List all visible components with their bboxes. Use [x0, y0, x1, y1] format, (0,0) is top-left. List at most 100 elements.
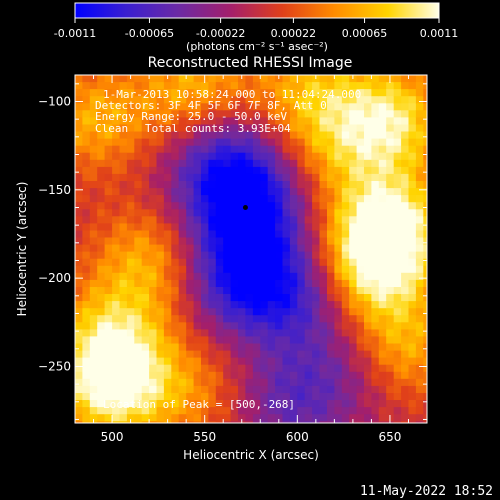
heatmap-cell — [134, 371, 143, 380]
heatmap-cell — [356, 166, 365, 175]
heatmap-cell — [75, 407, 83, 415]
heatmap-cell — [156, 117, 165, 126]
heatmap-cell — [215, 421, 224, 423]
heatmap-cell — [349, 294, 358, 302]
heatmap-cell — [238, 89, 246, 97]
heatmap-cell — [208, 308, 217, 316]
heatmap-cell — [356, 287, 365, 295]
heatmap-cell — [401, 258, 410, 267]
heatmap-cell — [149, 209, 158, 217]
heatmap-cell — [393, 308, 402, 316]
heatmap-cell — [171, 251, 180, 260]
heatmap-cell — [334, 251, 343, 260]
heatmap-cell — [304, 223, 313, 232]
heatmap-cell — [171, 407, 180, 415]
heatmap-cell — [163, 223, 172, 232]
heatmap-cell — [82, 258, 91, 267]
heatmap-cell — [163, 272, 172, 281]
heatmap-cell — [364, 82, 372, 90]
heatmap-cell — [156, 82, 165, 90]
heatmap-cell — [141, 364, 150, 373]
heatmap-cell — [349, 336, 358, 345]
heatmap-cell — [349, 258, 358, 267]
heatmap-cell — [371, 393, 380, 401]
heatmap-cell — [126, 272, 135, 281]
heatmap-cell — [267, 414, 276, 422]
heatmap-cell — [245, 357, 254, 366]
heatmap-cell — [230, 89, 239, 97]
heatmap-cell — [408, 272, 417, 281]
heatmap-cell — [364, 265, 372, 274]
heatmap-cell — [156, 216, 165, 224]
heatmap-cell — [245, 400, 254, 408]
heatmap-cell — [186, 251, 195, 260]
heatmap-cell — [112, 343, 121, 352]
heatmap-cell — [223, 230, 232, 239]
heatmap-cell — [126, 251, 135, 260]
heatmap-cell — [386, 216, 395, 224]
heatmap-cell — [289, 357, 298, 366]
heatmap-cell — [415, 237, 424, 246]
heatmap-cell — [97, 287, 106, 295]
heatmap-cell — [178, 315, 187, 323]
heatmap-cell — [364, 103, 372, 111]
heatmap-cell — [423, 152, 427, 161]
heatmap-cell — [341, 195, 350, 203]
heatmap-cell — [126, 209, 135, 217]
heatmap-cell — [252, 75, 261, 83]
heatmap-cell — [119, 124, 128, 133]
heatmap-cell — [408, 393, 417, 401]
heatmap-cell — [386, 131, 395, 140]
heatmap-cell — [319, 209, 328, 217]
heatmap-cell — [82, 181, 91, 189]
heatmap-cell — [245, 371, 254, 380]
heatmap-cell — [75, 96, 83, 104]
heatmap-cell — [156, 145, 165, 154]
heatmap-cell — [297, 145, 306, 154]
heatmap-cell — [378, 287, 387, 295]
heatmap-cell — [341, 343, 350, 352]
heatmap-cell — [141, 244, 150, 253]
heatmap-cell — [312, 315, 321, 323]
heatmap-cell — [215, 110, 224, 118]
heatmap-cell — [163, 145, 172, 154]
heatmap-cell — [408, 110, 417, 118]
heatmap-cell — [82, 308, 91, 316]
heatmap-cell — [252, 188, 261, 196]
heatmap-cell — [193, 230, 202, 239]
heatmap-cell — [156, 258, 165, 267]
heatmap-cell — [364, 166, 372, 175]
heatmap-cell — [304, 272, 313, 281]
heatmap-cell — [97, 336, 106, 345]
heatmap-cell — [319, 89, 328, 97]
heatmap-cell — [215, 124, 224, 133]
heatmap-cell — [163, 173, 172, 182]
heatmap-cell — [119, 82, 128, 90]
heatmap-cell — [423, 258, 427, 267]
heatmap-cell — [186, 414, 195, 422]
heatmap-cell — [275, 181, 284, 189]
heatmap-cell — [82, 294, 91, 302]
heatmap-cell — [393, 329, 402, 338]
heatmap-cell — [186, 96, 195, 104]
heatmap-cell — [215, 364, 224, 373]
heatmap-cell — [230, 216, 239, 224]
heatmap-cell — [97, 301, 106, 309]
heatmap-cell — [82, 159, 91, 168]
heatmap-cell — [304, 364, 313, 373]
heatmap-cell — [312, 209, 321, 217]
heatmap-cell — [89, 301, 98, 309]
heatmap-cell — [134, 230, 143, 239]
heatmap-cell — [223, 237, 232, 246]
heatmap-cell — [252, 393, 261, 401]
heatmap-cell — [282, 265, 291, 274]
heatmap-cell — [408, 103, 417, 111]
heatmap-cell — [356, 173, 365, 182]
heatmap-cell — [193, 188, 202, 196]
heatmap-cell — [208, 173, 217, 182]
heatmap-cell — [267, 308, 276, 316]
heatmap-cell — [341, 96, 350, 104]
heatmap-cell — [141, 272, 150, 281]
heatmap-cell — [97, 82, 106, 90]
heatmap-cell — [341, 82, 350, 90]
